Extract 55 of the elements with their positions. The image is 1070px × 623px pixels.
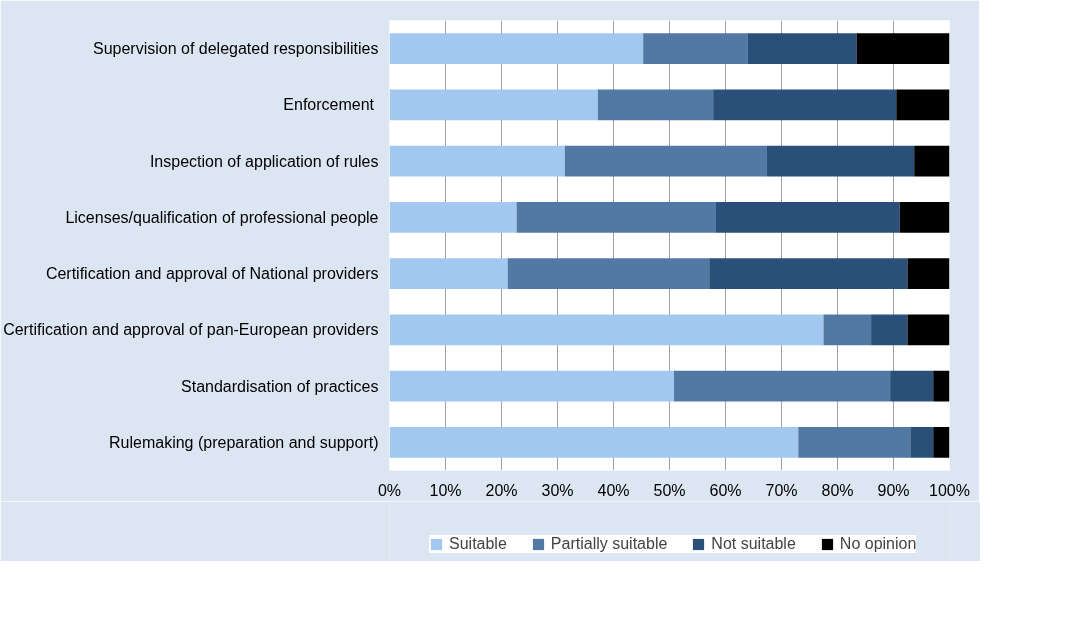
y-tick-label: Certification and approval of National providers <box>45 265 379 283</box>
bar <box>914 145 950 177</box>
y-tick-label: Certification and approval of pan-European providers <box>3 321 379 339</box>
bar <box>933 370 950 402</box>
bar <box>507 258 710 290</box>
x-tick-label: 50% <box>653 481 686 499</box>
x-tick-label: 100% <box>929 481 970 499</box>
x-tick-label: 70% <box>765 481 798 499</box>
x-tick-label: 0% <box>377 481 402 499</box>
x-tick-label: 40% <box>597 481 630 499</box>
bar <box>766 145 915 177</box>
legend-label: No opinion <box>839 535 917 553</box>
bar <box>597 89 714 121</box>
bar <box>713 89 897 121</box>
bar <box>389 33 644 65</box>
bar <box>896 89 950 121</box>
bar <box>856 33 950 65</box>
bar <box>564 145 767 177</box>
bar <box>389 426 799 458</box>
x-tick-label: 90% <box>877 481 910 499</box>
bar <box>516 201 716 233</box>
x-tick-label: 10% <box>429 481 462 499</box>
legend-label: Not suitable <box>711 535 796 553</box>
bar <box>907 314 950 346</box>
y-tick-label: Enforcement <box>283 96 375 114</box>
bar <box>890 370 934 402</box>
y-tick-label: Supervision of delegated responsibilities <box>92 40 379 58</box>
y-tick-label: Inspection of application of rules <box>149 152 379 170</box>
bar <box>899 201 950 233</box>
y-tick-label: Licenses/qualification of professional people <box>65 208 379 226</box>
bar <box>389 258 508 290</box>
bar <box>389 314 824 346</box>
bar <box>389 89 598 121</box>
y-tick-label: Rulemaking (preparation and support) <box>109 433 379 451</box>
bar <box>933 426 950 458</box>
bar <box>747 33 857 65</box>
bar <box>389 201 517 233</box>
x-tick-label: 20% <box>485 481 518 499</box>
bar <box>673 370 891 402</box>
bar <box>643 33 748 65</box>
bar <box>910 426 934 458</box>
bar <box>907 258 950 290</box>
bar <box>709 258 908 290</box>
legend-label: Partially suitable <box>550 535 668 553</box>
bar <box>389 145 565 177</box>
legend-label: Suitable <box>449 535 507 553</box>
y-tick-label: Standardisation of practices <box>181 377 379 395</box>
bar <box>871 314 908 346</box>
bar <box>389 370 674 402</box>
x-tick-label: 80% <box>821 481 854 499</box>
bar <box>823 314 872 346</box>
bar <box>715 201 900 233</box>
bar <box>798 426 911 458</box>
x-tick-label: 30% <box>541 481 574 499</box>
x-tick-label: 60% <box>709 481 742 499</box>
